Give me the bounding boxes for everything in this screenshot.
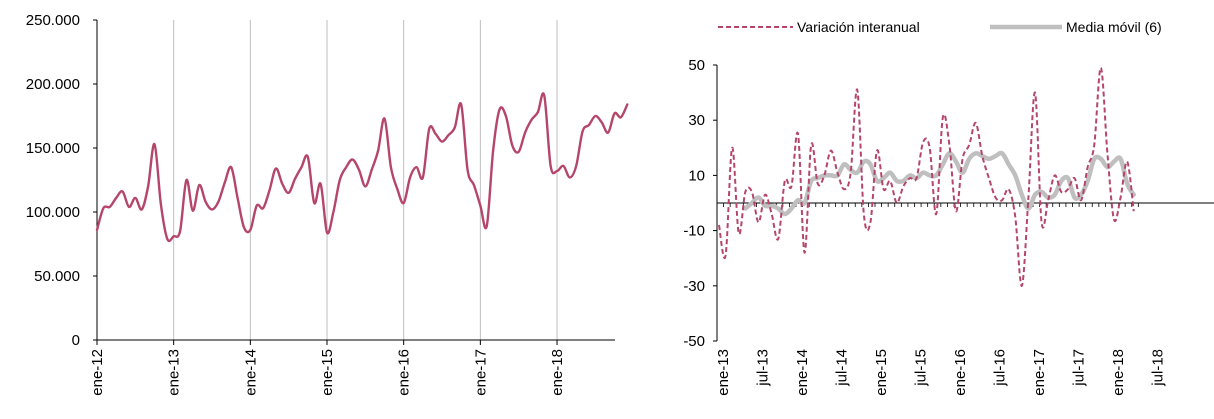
left-y-tick-label: 0 [72, 332, 80, 349]
right-y-tick-label: 50 [688, 57, 705, 74]
left-y-tick-label: 50.000 [34, 268, 80, 285]
right-y-tick-label: 30 [688, 112, 705, 129]
right-x-tick-label: jul-14 [834, 349, 851, 387]
right-x-tick-label: ene-17 [1031, 349, 1048, 396]
left-x-tick-label: ene-13 [166, 349, 183, 396]
right-y-tick-label: 10 [688, 167, 705, 184]
left-x-tick-label: ene-14 [242, 349, 259, 396]
right-x-tick-label: jul-15 [913, 349, 930, 387]
left-x-tick-label: ene-18 [549, 349, 566, 396]
right-x-tick-label: jul-16 [992, 349, 1009, 387]
right-x-tick-label: ene-14 [794, 349, 811, 396]
right-y-tick-label: -50 [683, 333, 705, 350]
left-x-tick-label: ene-16 [396, 349, 413, 396]
right-x-tick-label: ene-15 [873, 349, 890, 396]
right-line-chart: -50 -30 -10 10 30 50 ene-13 jul-13 ene-14 jul-14 e… [683, 19, 1214, 396]
right-x-tick-label: ene-18 [1110, 349, 1127, 396]
left-line-chart: 0 50.000 100.000 150.000 200.000 250.000 ene-1… [26, 12, 629, 396]
legend-label-interanual: Variación interanual [797, 19, 920, 35]
left-x-tick-label: ene-17 [472, 349, 489, 396]
left-y-tick-label: 100.000 [26, 204, 80, 221]
right-y-tick-label: -30 [683, 278, 705, 295]
right-x-tick-label: jul-13 [755, 349, 772, 387]
right-x-tick-label: ene-16 [952, 349, 969, 396]
right-x-tick-label: jul-18 [1150, 349, 1167, 387]
left-series-line [95, 92, 629, 243]
interanual-variation-line [718, 66, 1135, 287]
left-y-tick-label: 250.000 [26, 12, 80, 29]
legend-label-media: Media móvil (6) [1066, 19, 1162, 35]
left-y-tick-label: 150.000 [26, 140, 80, 157]
right-x-tick-label: ene-13 [715, 349, 732, 396]
right-y-tick-label: -10 [683, 223, 705, 240]
left-y-tick-label: 200.000 [26, 76, 80, 93]
left-x-tick-label: ene-15 [319, 349, 336, 396]
left-x-tick-label: ene-12 [89, 349, 106, 396]
right-x-tick-label: jul-17 [1071, 349, 1088, 387]
